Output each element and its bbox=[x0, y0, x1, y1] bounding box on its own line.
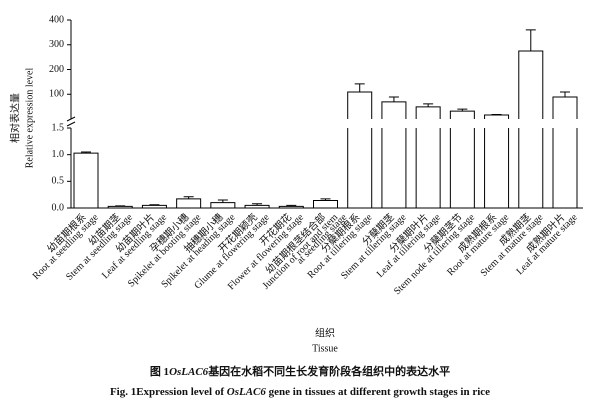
caption-zh: 图 1OsLAC6基因在水稻不同生长发育阶段各组织中的表达水平 bbox=[150, 364, 450, 378]
y-tick-label: 100 bbox=[49, 89, 64, 100]
caption-part: OsLAC6 bbox=[227, 386, 267, 398]
y-tick-label: 300 bbox=[49, 39, 64, 50]
error-bar bbox=[457, 108, 468, 112]
y-tick-label: 0.5 bbox=[52, 176, 65, 187]
y-label-en: Relative expression level bbox=[24, 68, 35, 169]
bar bbox=[313, 200, 338, 209]
bar-stub bbox=[518, 128, 544, 208]
x-tick-label: Root at seedling stage bbox=[31, 212, 101, 282]
y-tick-label: 1.5 bbox=[52, 122, 65, 133]
bar bbox=[381, 101, 407, 119]
axis-break bbox=[66, 121, 76, 127]
error-bar bbox=[320, 198, 331, 201]
x-label-zh: 组织 bbox=[315, 326, 335, 339]
bar bbox=[278, 205, 304, 209]
error-bar bbox=[217, 199, 228, 203]
bar bbox=[518, 50, 544, 119]
bar bbox=[73, 152, 99, 209]
error-bar bbox=[423, 103, 434, 107]
error-bar bbox=[525, 29, 536, 51]
caption-part: Expression level of bbox=[136, 386, 227, 398]
x-label-en: Tissue bbox=[312, 343, 338, 354]
bar-stub bbox=[347, 128, 373, 208]
error-bar bbox=[252, 203, 263, 206]
bar bbox=[552, 96, 578, 119]
caption-en: Fig. 1Expression level of OsLAC6 gene in… bbox=[110, 386, 490, 398]
error-bar bbox=[286, 204, 297, 207]
caption-part: OsLAC6 bbox=[169, 366, 209, 378]
bar bbox=[210, 202, 236, 209]
caption-part: 基因在水稻不同生长发育阶段各组织中的表达水平 bbox=[207, 364, 450, 378]
bar-stub bbox=[381, 128, 407, 208]
error-bar bbox=[149, 204, 160, 206]
y-tick-label: 400 bbox=[49, 14, 64, 25]
y-label-zh: 相对表达量 bbox=[8, 93, 21, 143]
bar bbox=[347, 91, 373, 119]
bar bbox=[176, 198, 202, 209]
caption-part: 图 1 bbox=[150, 365, 169, 378]
axis-break bbox=[66, 116, 76, 122]
error-bar bbox=[115, 205, 126, 207]
bar-stub bbox=[449, 128, 475, 208]
bar bbox=[415, 106, 441, 119]
caption-part: Fig. 1 bbox=[110, 386, 136, 398]
error-bar bbox=[560, 91, 570, 97]
bar-stub bbox=[415, 128, 441, 208]
error-bar bbox=[354, 83, 365, 93]
bar bbox=[141, 204, 167, 209]
error-bar bbox=[183, 196, 194, 199]
error-bar bbox=[81, 151, 91, 154]
bar-stub bbox=[484, 128, 510, 208]
bar bbox=[484, 114, 510, 119]
bar-stub bbox=[552, 128, 578, 208]
bar bbox=[449, 110, 475, 119]
bar bbox=[244, 204, 270, 209]
y-tick-label: 1.0 bbox=[52, 149, 65, 160]
error-bar bbox=[388, 96, 399, 102]
y-tick-label: 200 bbox=[49, 64, 64, 75]
caption-part: gene in tissues at different growth stag… bbox=[266, 386, 490, 398]
bar bbox=[107, 205, 133, 209]
y-tick-label: 0.0 bbox=[52, 202, 65, 213]
